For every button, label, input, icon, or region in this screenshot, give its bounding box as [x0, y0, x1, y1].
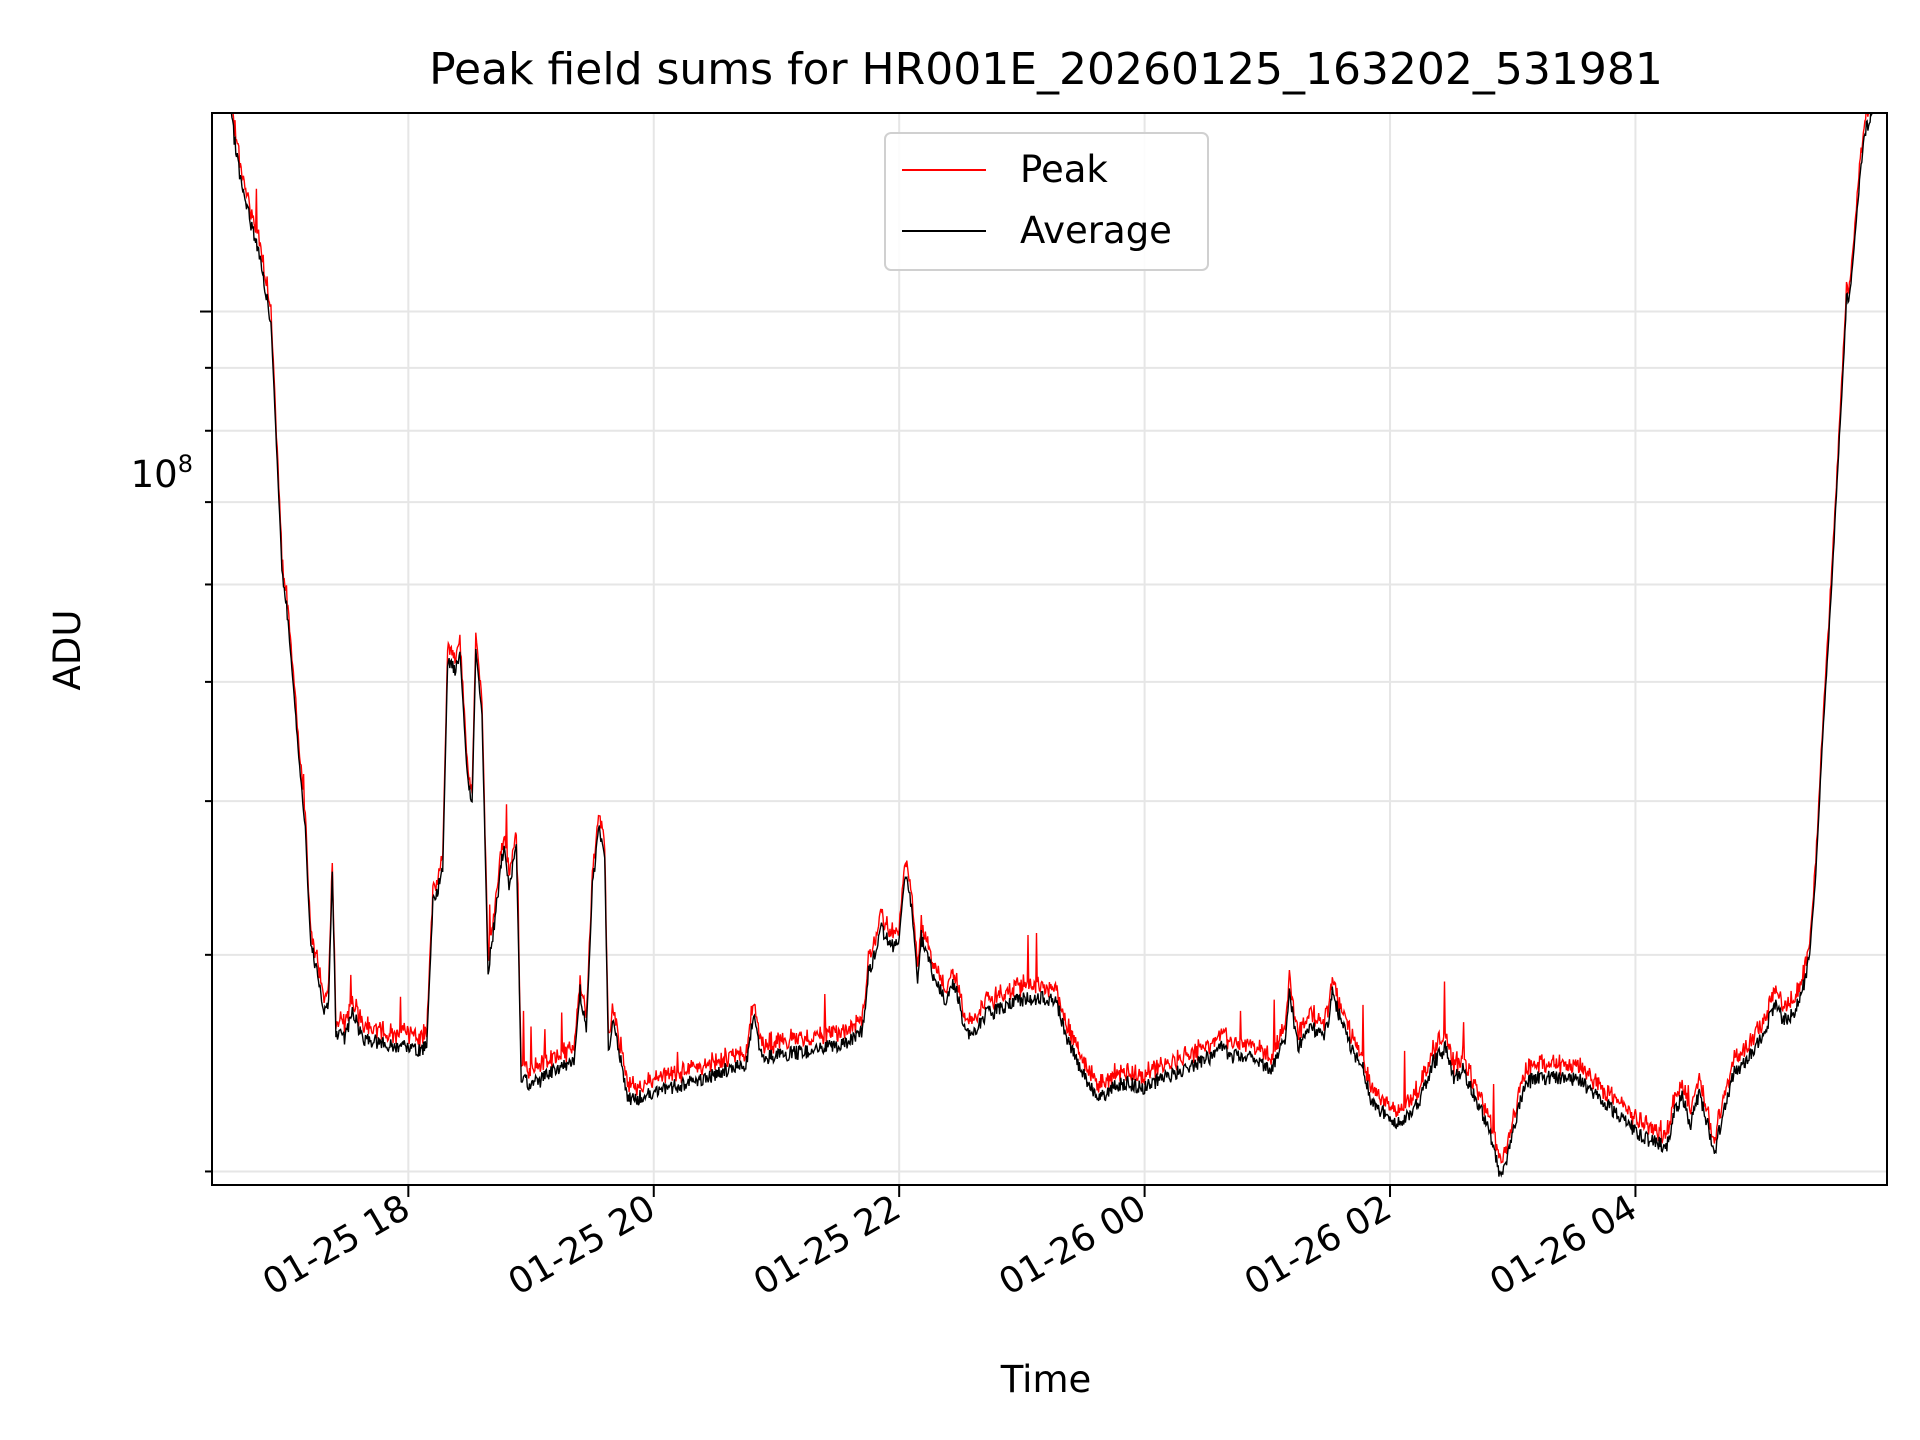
- legend-box: [884, 132, 1209, 271]
- chart-title: Peak field sums for HR001E_20260125_1632…: [429, 44, 1663, 95]
- series-layer: [230, 113, 1873, 1178]
- series-line-average: [230, 113, 1873, 1178]
- y-tick-exponent: 8: [178, 450, 193, 478]
- x-axis-label: Time: [1000, 1358, 1092, 1401]
- series-line-peak: [232, 113, 1873, 1164]
- x-tick-label: 01-25 20: [502, 1187, 663, 1303]
- grid-layer: [212, 113, 1887, 1185]
- x-tick-label: 01-26 00: [992, 1187, 1153, 1303]
- legend: Peak Average: [884, 132, 1209, 271]
- plot-frame: [211, 112, 1888, 1186]
- x-tick-label: 01-26 02: [1238, 1187, 1399, 1303]
- y-tick-base: 10: [131, 453, 178, 496]
- x-tick-label: 01-25 22: [747, 1187, 908, 1303]
- x-tick-label: 01-25 18: [256, 1187, 417, 1303]
- legend-label-average: Average: [1020, 209, 1172, 252]
- y-axis-label: ADU: [46, 610, 89, 691]
- legend-label-peak: Peak: [1020, 148, 1108, 191]
- x-tick-label: 01-26 04: [1483, 1187, 1644, 1303]
- y-tick-label-1e8: 108: [131, 450, 193, 496]
- tick-layer: 01-25 18 01-25 20 01-25 22 01-26 00 01-26 02…: [200, 310, 1644, 1304]
